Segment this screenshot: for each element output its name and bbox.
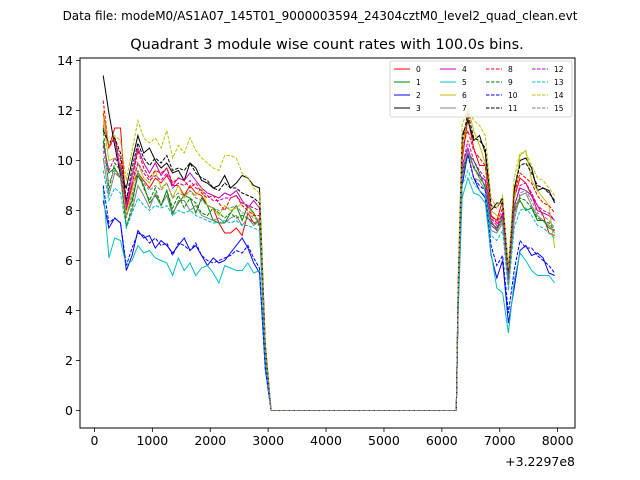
- y-tick-label: 8: [65, 203, 73, 218]
- legend-label-11: 11: [508, 104, 518, 113]
- y-tick-label: 10: [57, 153, 73, 168]
- x-tick-label: 1000: [136, 433, 168, 448]
- series-line-11: [102, 112, 556, 411]
- plot-area: [80, 58, 575, 428]
- legend-label-14: 14: [554, 91, 564, 100]
- legend-label-9: 9: [508, 78, 513, 87]
- x-tick-label: 0: [90, 433, 98, 448]
- legend-label-8: 8: [508, 65, 513, 74]
- legend-label-13: 13: [554, 78, 564, 87]
- x-tick-label: 6000: [426, 433, 458, 448]
- legend-label-10: 10: [508, 91, 518, 100]
- legend-label-5: 5: [462, 78, 467, 87]
- series-line-12: [102, 140, 556, 411]
- y-tick-label: 0: [65, 403, 73, 418]
- axes-frame: [79, 57, 576, 429]
- legend-label-2: 2: [416, 91, 421, 100]
- series-line-13: [102, 169, 556, 411]
- x-tick-label: 7000: [484, 433, 516, 448]
- series-line-14: [102, 106, 556, 411]
- x-tick-label: 3000: [252, 433, 284, 448]
- legend-label-3: 3: [416, 104, 421, 113]
- legend-label-4: 4: [462, 65, 467, 74]
- y-tick-label: 14: [57, 53, 73, 68]
- series-line-8: [102, 100, 556, 411]
- legend-label-7: 7: [462, 104, 467, 113]
- x-tick-label: 5000: [368, 433, 400, 448]
- legend-label-15: 15: [554, 104, 564, 113]
- suptitle: Data file: modeM0/AS1A07_145T01_90000035…: [63, 9, 578, 23]
- y-tick-label: 12: [57, 103, 73, 118]
- chart-title: Quadrant 3 module wise count rates with …: [130, 37, 524, 53]
- legend-label-6: 6: [462, 91, 467, 100]
- x-tick-label: 8000: [542, 433, 574, 448]
- series-line-10: [102, 153, 556, 411]
- legend-label-1: 1: [416, 78, 421, 87]
- series-line-15: [102, 148, 556, 411]
- x-tick-label: 2000: [194, 433, 226, 448]
- series-line-5: [102, 176, 556, 411]
- y-tick-label: 6: [65, 253, 73, 268]
- x-offset-label: +3.2297e8: [505, 454, 575, 469]
- y-tick-label: 4: [65, 303, 73, 318]
- x-tick-label: 4000: [310, 433, 342, 448]
- legend-label-0: 0: [416, 65, 421, 74]
- legend-box: [389, 60, 573, 118]
- y-tick-label: 2: [65, 353, 73, 368]
- legend-label-12: 12: [554, 65, 564, 74]
- series-line-2: [102, 152, 555, 411]
